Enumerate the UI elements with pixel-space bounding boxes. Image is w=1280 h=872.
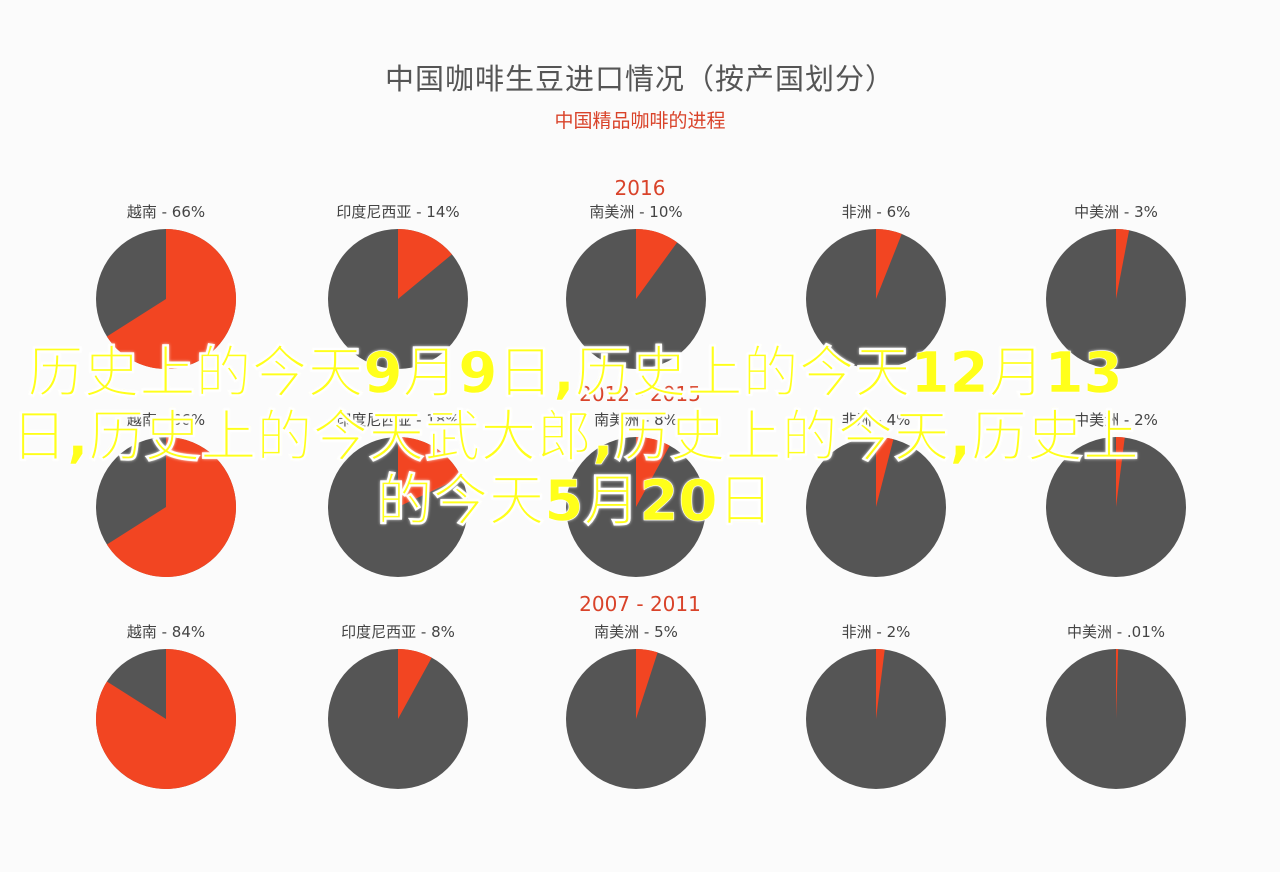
pie-share-slice [106,229,237,370]
pie-label: 非洲 - 4% [842,411,911,429]
pie-label: 越南 - 66% [127,203,205,221]
overlay-caption: 历史上的今天9月9日,历史上的今天12月13日,历史上的今天武大郎,历史上的今天… [11,341,1139,534]
pie-share-slice [876,649,885,719]
period-label: 2007 - 2011 [579,592,701,616]
pie-label: 非洲 - 6% [842,203,911,221]
pie-share-slice [636,649,658,719]
chart-title: 中国咖啡生豆进口情况（按产国划分） [384,62,895,96]
period-label: 2012 - 2015 [579,382,701,406]
pie-label: 南美洲 - 5% [594,623,678,641]
pie-share-slice [1116,229,1130,299]
pie-label: 中美洲 - 2% [1074,411,1158,429]
pie-share-slice [398,229,452,299]
pie-share-slice [876,229,902,299]
pie-label: 南美洲 - 8% [594,411,678,429]
pie-share-slice [636,229,678,299]
pie-label: 中美洲 - .01% [1067,623,1165,641]
pie-share-slice [1116,437,1125,507]
pie-label: 南美洲 - 10% [589,203,682,221]
pie-label: 中美洲 - 3% [1074,203,1158,221]
pie-label: 印度尼西亚 - 8% [341,623,455,641]
pie-share-slice [398,437,462,507]
pie-label: 越南 - 84% [127,623,205,641]
period-label: 2016 [615,176,666,200]
pie-share-slice [1116,648,1119,719]
pie-label: 印度尼西亚 - 18% [336,411,459,429]
pie-label: 非洲 - 2% [842,623,911,641]
pie-share-slice [96,649,237,790]
pie-share-slice [636,437,670,507]
pie-share-slice [398,649,432,719]
pie-label: 印度尼西亚 - 14% [336,203,459,221]
pie-share-slice [106,437,237,577]
pie-label: 越南 - 66% [127,411,205,429]
pie-share-slice [876,437,894,507]
chart-subtitle: 中国精品咖啡的进程 [554,110,726,132]
